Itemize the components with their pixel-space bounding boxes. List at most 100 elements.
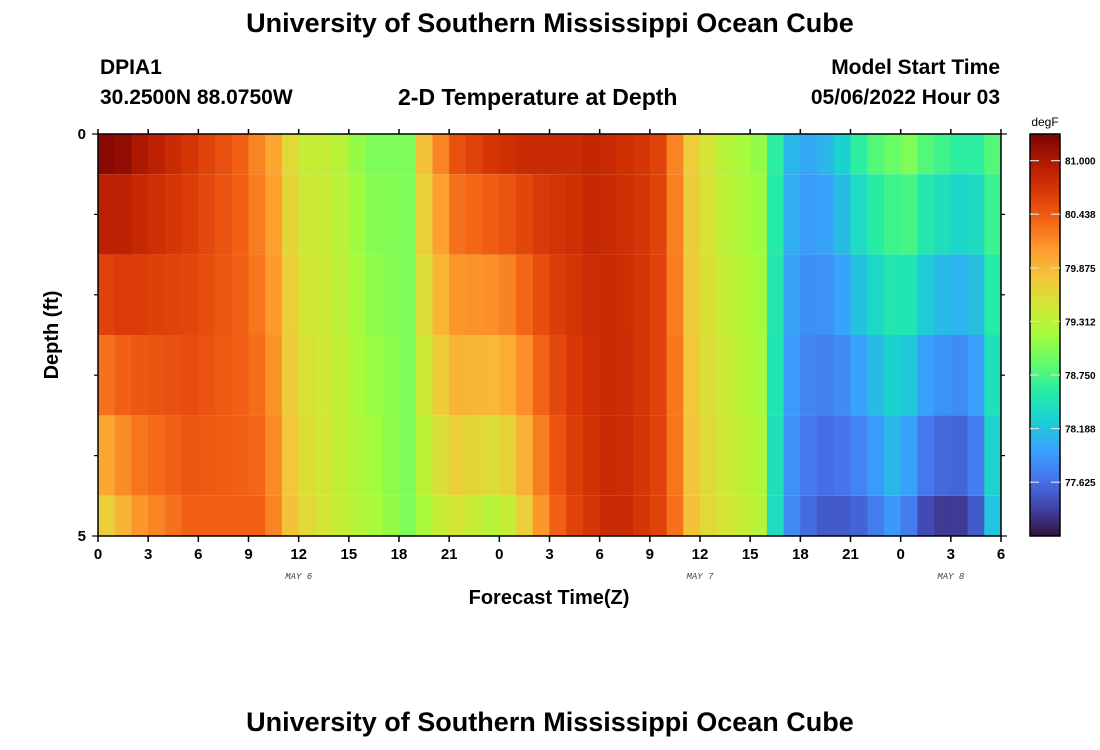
heatmap-cell	[817, 254, 835, 335]
heatmap-cell	[716, 495, 735, 536]
heatmap-cell	[231, 254, 250, 335]
heatmap-cell	[348, 335, 367, 416]
heatmap-cell	[883, 495, 902, 536]
heatmap-cell	[198, 495, 216, 536]
heatmap-cell	[465, 134, 484, 175]
heatmap-cell	[382, 335, 400, 416]
heatmap-cell	[98, 174, 116, 255]
heatmap-cell	[215, 254, 233, 335]
heatmap-cell	[215, 335, 233, 416]
heatmap-cell	[399, 335, 417, 416]
heatmap-cell	[917, 335, 935, 416]
heatmap-cell	[582, 415, 601, 496]
heatmap-cell	[750, 174, 768, 255]
heatmap-cell	[114, 174, 133, 255]
heatmap-cell	[231, 174, 250, 255]
heatmap-cell	[850, 495, 868, 536]
heatmap-cell	[532, 415, 551, 496]
heatmap-cell	[883, 254, 902, 335]
heatmap-cell	[131, 254, 149, 335]
heatmap-cell	[516, 495, 534, 536]
heatmap-cell	[549, 495, 567, 536]
heatmap-cell	[482, 174, 500, 255]
heatmap-cell	[516, 174, 534, 255]
heatmap-cell	[616, 495, 634, 536]
x-axis: 0 3 6 9 12 15 18 21 0 3 6 9 12 15 18 21 0 3 6 MAY 6 MAY 7 MAY…	[94, 129, 1005, 582]
heatmap-cell	[348, 415, 367, 496]
colorbar-tick-label: 80.438	[1065, 210, 1096, 221]
heatmap-cell	[148, 134, 166, 175]
heatmap-cell	[883, 134, 902, 175]
heatmap-cell	[934, 134, 952, 175]
heatmap-cell	[231, 495, 250, 536]
heatmap-cell	[98, 134, 116, 175]
heatmap-cell	[783, 335, 801, 416]
heatmap-cell	[633, 335, 651, 416]
x-tick-label: 0	[896, 546, 904, 563]
heatmap-cell	[482, 134, 500, 175]
heatmap-cell	[766, 174, 785, 255]
heatmap-cell	[315, 415, 333, 496]
heatmap-cell	[332, 134, 350, 175]
y-tick-label: 5	[78, 528, 86, 545]
heatmap-cell	[666, 495, 684, 536]
heatmap-cell	[164, 254, 183, 335]
heatmap-cell	[181, 174, 199, 255]
heatmap-cell	[215, 495, 233, 536]
heatmap-cell	[265, 134, 283, 175]
heatmap-cell	[867, 495, 885, 536]
heatmap-cell	[750, 415, 768, 496]
heatmap-cell	[733, 335, 751, 416]
x-tick-label: 9	[244, 546, 252, 563]
heatmap-cell	[382, 495, 400, 536]
station-coordinates: 30.2500N 88.0750W	[100, 86, 293, 109]
x-tick-label: 3	[545, 546, 553, 563]
heatmap-cell	[449, 254, 467, 335]
heatmap-cell	[298, 174, 316, 255]
heatmap-cell	[499, 134, 517, 175]
heatmap-cell	[348, 254, 367, 335]
temperature-depth-chart: 0 3 6 9 12 15 18 21 0 3 6 9 12 15 18 21 0 3 6 MAY 6 MAY 7 MAY…	[41, 115, 1096, 609]
x-tick-label: 15	[742, 546, 759, 563]
heatmap-cell	[649, 415, 668, 496]
heatmap-cell	[599, 495, 617, 536]
x-tick-label: 9	[646, 546, 654, 563]
heatmap-cell	[800, 254, 818, 335]
heatmap-cell	[800, 495, 818, 536]
heatmap-cell	[532, 254, 551, 335]
heatmap-cell	[783, 254, 801, 335]
heatmap-cell	[683, 495, 701, 536]
x-tick-label: 0	[94, 546, 102, 563]
heatmap-cell	[432, 134, 450, 175]
heatmap-cell	[265, 495, 283, 536]
heatmap-cell	[231, 415, 250, 496]
heatmap-cell	[499, 495, 517, 536]
heatmap-cell	[399, 134, 417, 175]
heatmap-cell	[549, 415, 567, 496]
x-tick-label: 18	[792, 546, 809, 563]
heatmap-cell	[900, 335, 918, 416]
heatmap-cell	[883, 174, 902, 255]
heatmap-cell	[833, 174, 852, 255]
heatmap-cell	[883, 335, 902, 416]
heatmap-cell	[716, 134, 735, 175]
colorbar-tick-label: 78.750	[1065, 371, 1096, 382]
heatmap-cell	[465, 415, 484, 496]
heatmap-cell	[833, 134, 852, 175]
heatmap-cell	[332, 415, 350, 496]
heatmap-cell	[198, 415, 216, 496]
heatmap-cell	[114, 254, 133, 335]
heatmap-cell	[499, 254, 517, 335]
heatmap-cell	[950, 495, 969, 536]
heatmap-cell	[850, 335, 868, 416]
heatmap-cell	[833, 495, 852, 536]
heatmap-cell	[482, 495, 500, 536]
heatmap-cell	[298, 495, 316, 536]
heatmap-cell	[750, 254, 768, 335]
heatmap-cell	[198, 134, 216, 175]
heatmap-cell	[733, 254, 751, 335]
heatmap-cell	[599, 254, 617, 335]
heatmap-cell	[98, 495, 116, 536]
heatmap-cell	[432, 415, 450, 496]
heatmap-cell	[582, 254, 601, 335]
